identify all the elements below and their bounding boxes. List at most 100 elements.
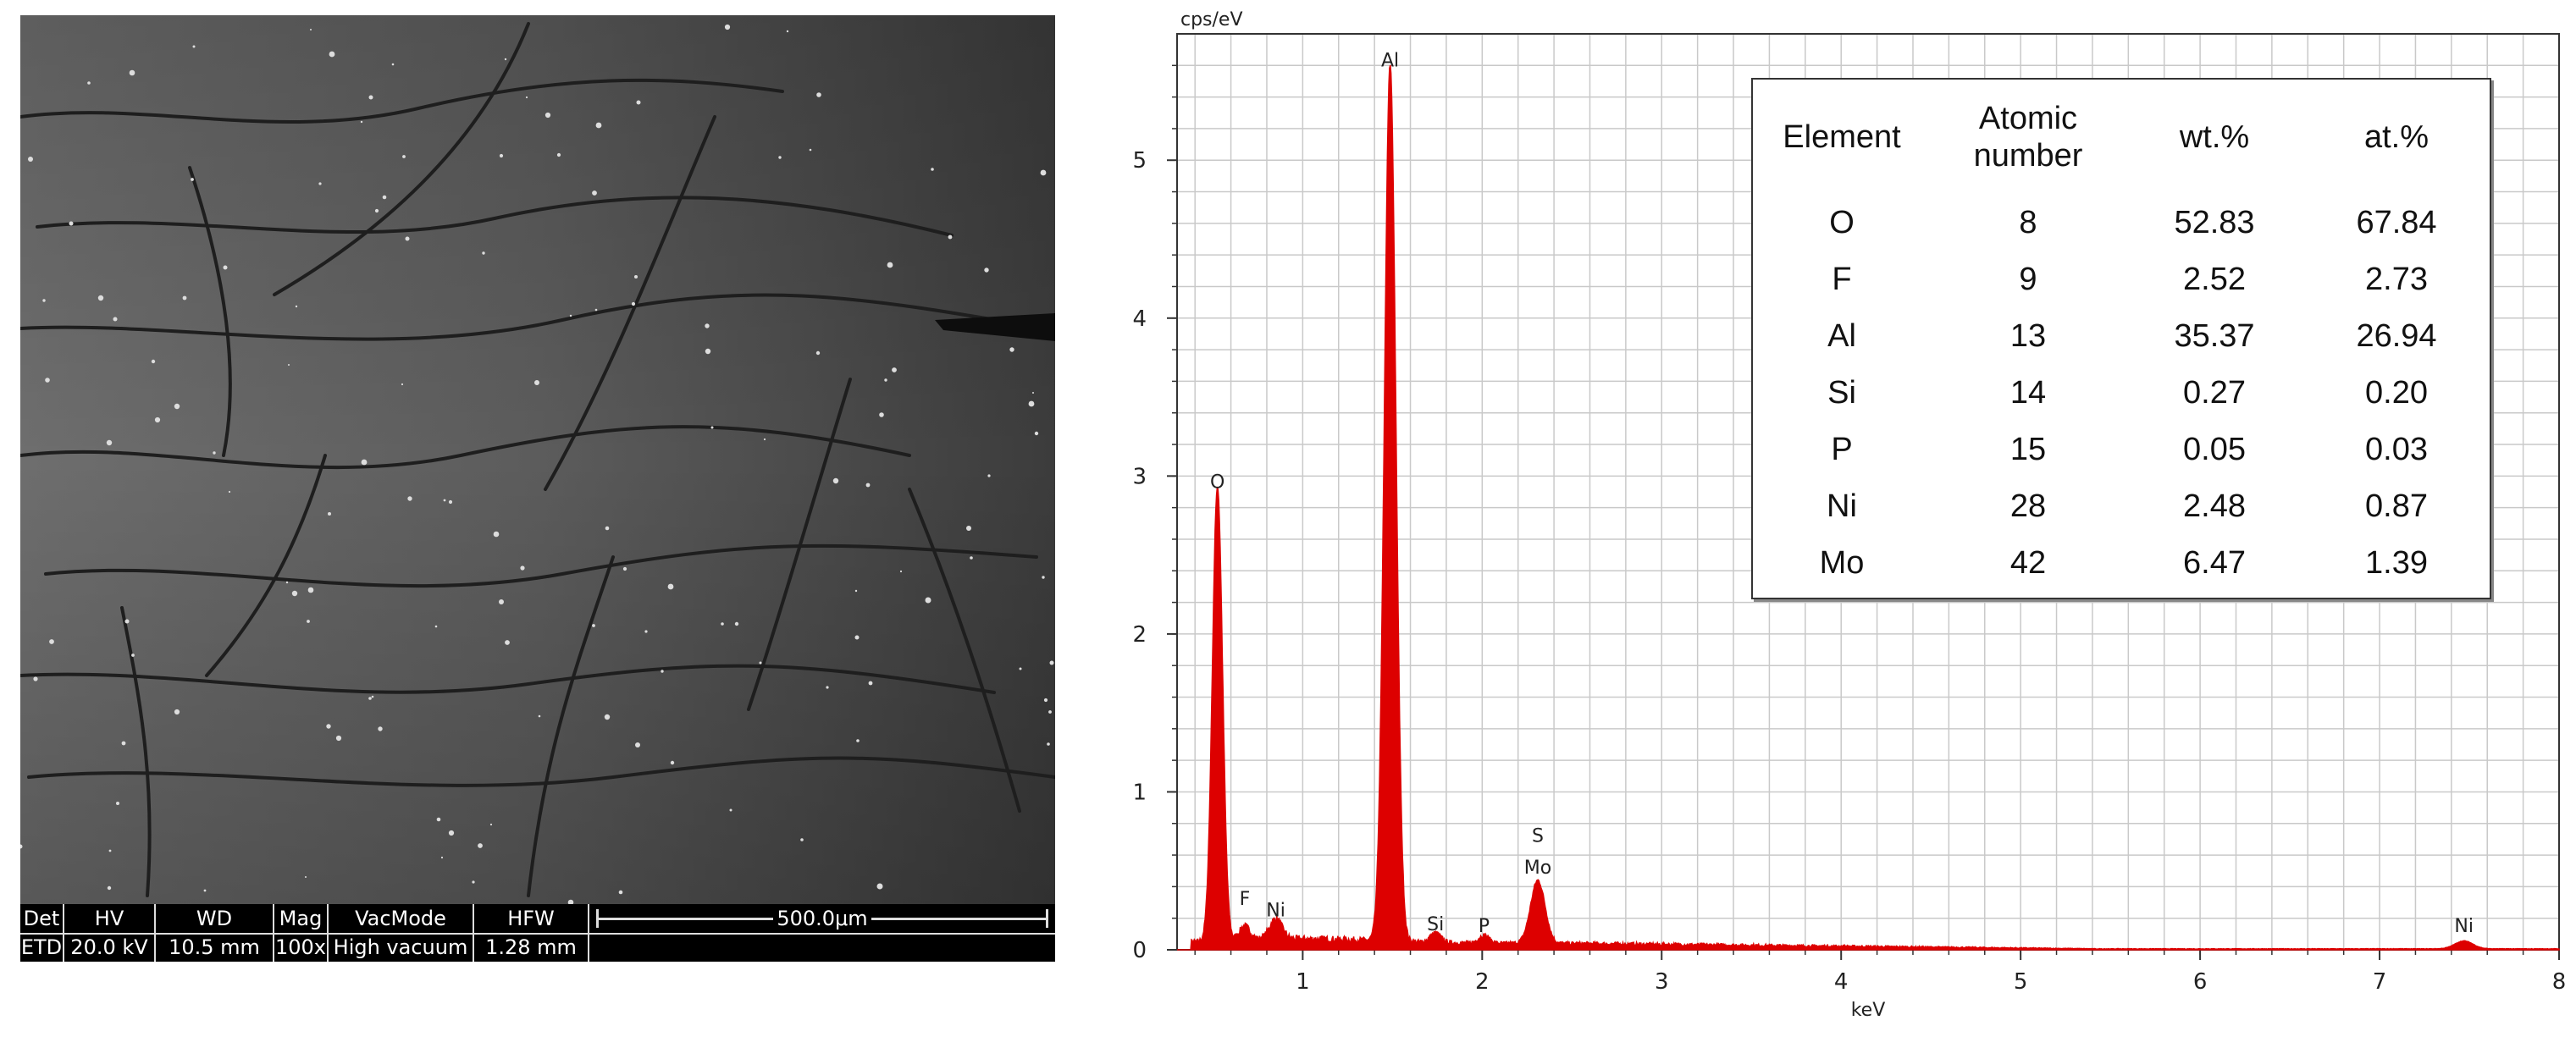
databar-wd-label: WD: [196, 907, 233, 930]
bright-particle: [925, 597, 931, 604]
cell-wt-percent: 2.52: [2183, 262, 2246, 297]
bright-particle: [884, 378, 887, 382]
bright-particle: [734, 621, 739, 626]
bright-particle: [174, 403, 180, 410]
bright-particle: [724, 24, 731, 30]
x-tick-label: 7: [2373, 969, 2387, 995]
bright-particle: [203, 889, 207, 892]
table-row: F 9 2.52 2.73: [1753, 251, 2490, 308]
bright-particle: [328, 512, 331, 516]
bright-particle: [361, 459, 368, 466]
bright-particle: [520, 565, 525, 571]
bright-particle: [931, 168, 934, 171]
bright-particle: [335, 735, 342, 742]
bright-particle: [826, 686, 829, 689]
databar-hfw-label: HFW: [507, 907, 555, 930]
bright-particle: [108, 849, 112, 852]
bright-particle: [569, 314, 572, 317]
cell-at-percent: 67.84: [2356, 205, 2437, 240]
bright-particle: [800, 838, 804, 841]
bright-particle: [28, 157, 33, 162]
cell-element: O: [1829, 205, 1855, 240]
bright-particle: [984, 268, 989, 273]
bright-particle: [33, 676, 38, 681]
bright-particle: [892, 367, 897, 372]
bright-particle: [391, 63, 395, 66]
bright-particle: [948, 234, 953, 240]
databar-mag-label: Mag: [279, 907, 323, 930]
bright-particle: [192, 45, 196, 48]
bright-particle: [285, 581, 289, 584]
bright-particle: [382, 195, 387, 200]
databar-hv: HV 20.0 kV: [64, 904, 156, 962]
bright-particle: [705, 323, 710, 328]
y-tick-label: 3: [1132, 464, 1147, 489]
bright-particle: [670, 760, 675, 765]
grain-boundary: [27, 756, 1055, 787]
bright-particle: [440, 856, 444, 859]
bright-particle: [69, 221, 74, 226]
bright-particle: [49, 639, 54, 644]
sem-micrograph: [20, 15, 1055, 904]
table-row: Mo 42 6.47 1.39: [1753, 535, 2490, 592]
bright-particle: [1042, 576, 1045, 579]
table-row: Ni 28 2.48 0.87: [1753, 478, 2490, 535]
sem-databar: Det ETD HV 20.0 kV WD 10.5 mm Mag 100x V…: [20, 904, 1055, 962]
bright-particle: [879, 412, 884, 417]
cell-wt-percent: 0.05: [2183, 432, 2246, 467]
peak-label: F: [1240, 889, 1251, 910]
scale-bar-label: 500.0μm: [773, 907, 871, 930]
x-axis-label: keV: [1851, 1000, 1886, 1021]
chart-axis-ticks: 1 2 3 4 5 6 7 8 0 1 2 3 4 5: [1132, 64, 2566, 995]
grain-boundary: [527, 555, 615, 897]
bright-particle: [305, 876, 307, 878]
y-tick-label: 5: [1132, 148, 1147, 174]
header-at-percent: at.%: [2363, 119, 2430, 155]
peak-label: S: [1532, 826, 1544, 847]
databar-vacmode-label: VacMode: [355, 907, 446, 930]
bright-particle: [443, 499, 446, 502]
databar-vacmode-value: High vacuum: [329, 933, 473, 960]
bright-particle: [106, 439, 113, 446]
bright-particle: [1049, 660, 1054, 665]
bright-particle: [899, 570, 903, 573]
bright-particle: [592, 624, 595, 627]
bright-particle: [868, 681, 873, 686]
x-tick-label: 5: [2014, 969, 2028, 995]
bright-particle: [131, 654, 135, 657]
grain-boundary: [188, 166, 232, 457]
bright-particle: [295, 305, 298, 308]
bright-particle: [45, 378, 50, 383]
bright-particle: [368, 95, 373, 100]
bright-particle: [815, 350, 821, 356]
bright-particle: [778, 156, 782, 159]
bright-particle: [595, 122, 602, 129]
cell-atomic-number: 28: [2009, 488, 2047, 524]
bright-particle: [107, 885, 112, 891]
databar-mag: Mag 100x: [274, 904, 329, 962]
bright-particle: [534, 380, 539, 385]
bright-particle: [478, 843, 483, 848]
x-tick-label: 6: [2193, 969, 2208, 995]
y-tick-label: 1: [1132, 780, 1147, 805]
bright-particle: [592, 190, 597, 196]
bright-particle: [42, 299, 46, 302]
bright-particle: [326, 724, 331, 729]
bright-particle: [634, 275, 638, 279]
cell-wt-percent: 0.27: [2183, 375, 2246, 411]
bright-particle: [667, 583, 674, 590]
x-tick-label: 1: [1296, 969, 1310, 995]
bright-particle: [759, 661, 762, 665]
y-tick-label: 2: [1132, 622, 1147, 648]
cell-element: P: [1831, 432, 1853, 467]
bright-particle: [405, 236, 410, 241]
header-atomic-number: Atomic number: [1931, 80, 2125, 195]
grain-boundary: [120, 606, 152, 897]
y-tick-label: 4: [1132, 306, 1147, 332]
cell-atomic-number: 15: [2009, 432, 2047, 467]
cell-at-percent: 0.87: [2365, 488, 2428, 524]
bright-particle: [368, 697, 372, 700]
bright-particle: [631, 301, 636, 306]
bright-particle: [1034, 431, 1039, 436]
header-wt-percent: wt.%: [2179, 119, 2250, 155]
